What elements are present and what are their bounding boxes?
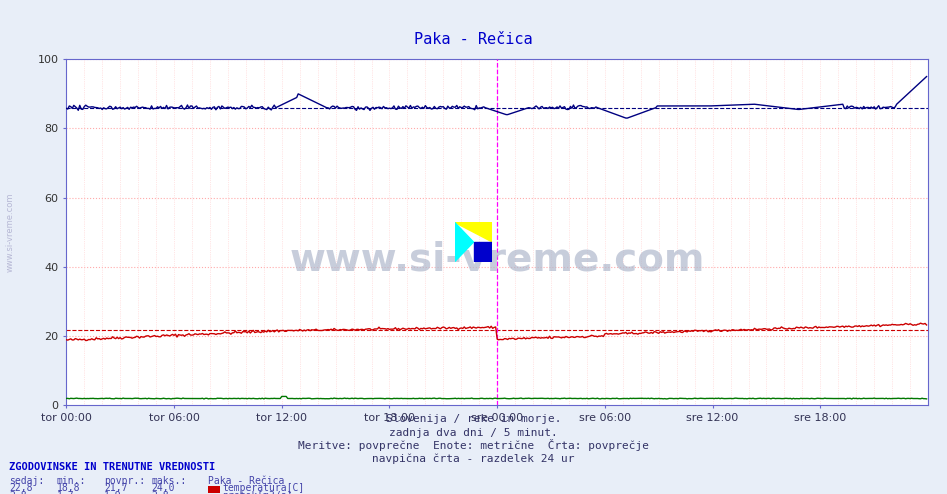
Text: min.:: min.: <box>57 476 86 486</box>
Text: zadnja dva dni / 5 minut.: zadnja dva dni / 5 minut. <box>389 428 558 438</box>
Polygon shape <box>474 242 492 262</box>
Text: temperatura[C]: temperatura[C] <box>223 483 305 493</box>
Text: Paka - Rečica: Paka - Rečica <box>414 32 533 47</box>
Text: 2,8: 2,8 <box>9 492 27 494</box>
Text: ZGODOVINSKE IN TRENUTNE VREDNOSTI: ZGODOVINSKE IN TRENUTNE VREDNOSTI <box>9 462 216 472</box>
Text: 18,8: 18,8 <box>57 483 80 493</box>
Text: Meritve: povprečne  Enote: metrične  Črta: povprečje: Meritve: povprečne Enote: metrične Črta:… <box>298 439 649 451</box>
Text: navpična črta - razdelek 24 ur: navpična črta - razdelek 24 ur <box>372 454 575 464</box>
Text: www.si-vreme.com: www.si-vreme.com <box>290 241 705 279</box>
Polygon shape <box>455 222 492 242</box>
Text: 24,0: 24,0 <box>152 483 175 493</box>
Text: povpr.:: povpr.: <box>104 476 145 486</box>
Text: 1,9: 1,9 <box>104 492 122 494</box>
Text: www.si-vreme.com: www.si-vreme.com <box>6 193 15 272</box>
Text: maks.:: maks.: <box>152 476 187 486</box>
Polygon shape <box>455 222 474 262</box>
Text: 1,7: 1,7 <box>57 492 75 494</box>
Text: 2,8: 2,8 <box>152 492 170 494</box>
Text: pretok[m3/s]: pretok[m3/s] <box>223 492 293 494</box>
Text: sedaj:: sedaj: <box>9 476 45 486</box>
Text: 21,7: 21,7 <box>104 483 128 493</box>
Text: Slovenija / reke in morje.: Slovenija / reke in morje. <box>385 414 562 424</box>
Text: Paka - Rečica: Paka - Rečica <box>208 476 285 486</box>
Text: 22,8: 22,8 <box>9 483 33 493</box>
